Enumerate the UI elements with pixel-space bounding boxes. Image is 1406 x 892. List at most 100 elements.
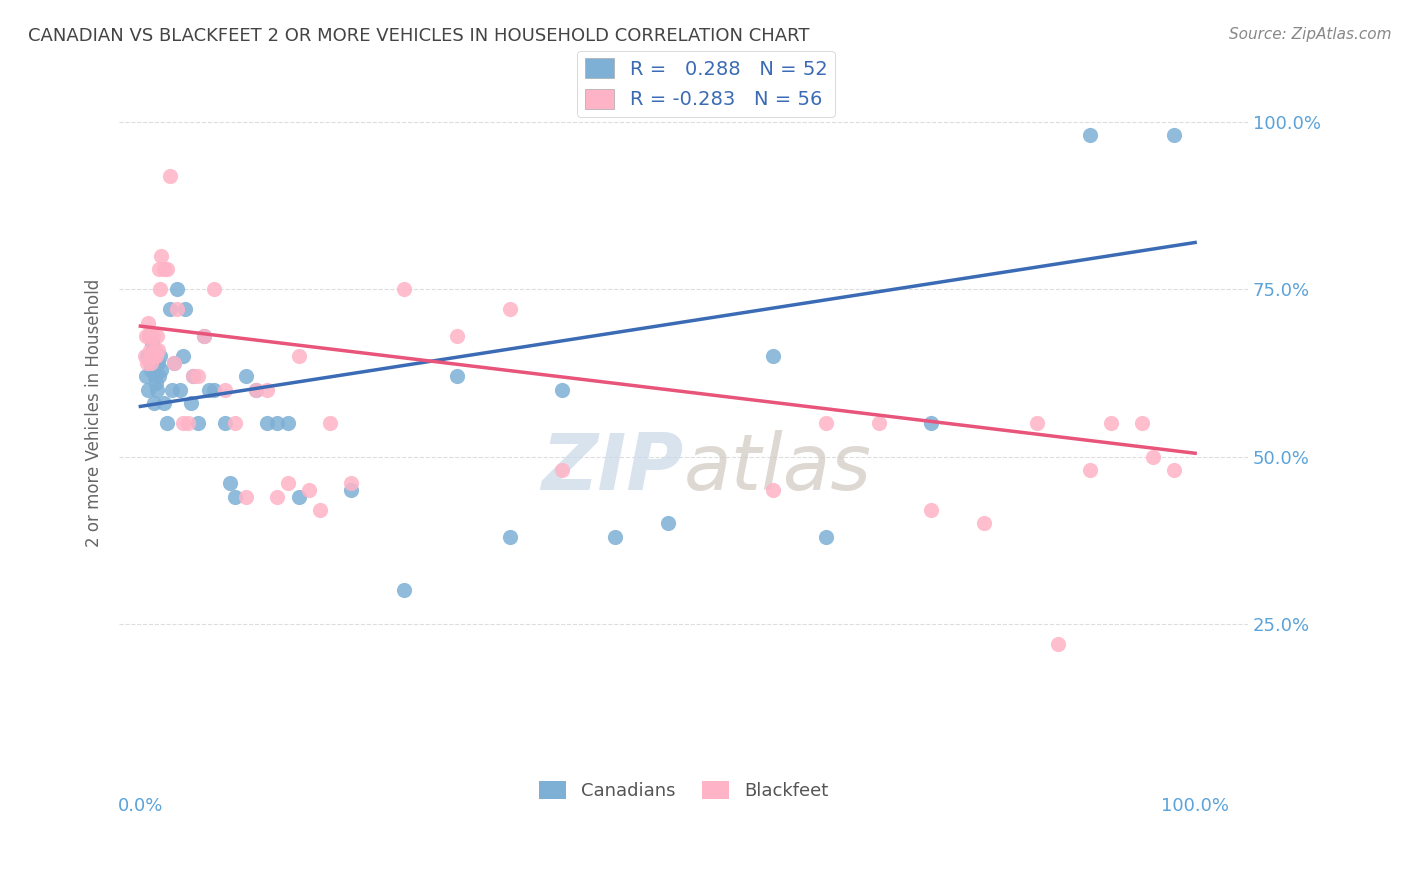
Text: ZIP: ZIP	[541, 430, 683, 507]
Point	[180, 396, 202, 410]
Point	[141, 349, 163, 363]
Point	[141, 335, 163, 350]
Point	[219, 476, 242, 491]
Point	[762, 483, 785, 497]
Point	[134, 349, 156, 363]
Point	[156, 262, 179, 277]
Point	[143, 369, 166, 384]
Point	[166, 282, 188, 296]
Point	[150, 362, 173, 376]
Point	[224, 416, 246, 430]
Point	[145, 376, 167, 390]
Point	[143, 349, 166, 363]
Point	[266, 416, 288, 430]
Point	[139, 362, 162, 376]
Point	[814, 416, 837, 430]
Point	[214, 383, 236, 397]
Point	[920, 503, 942, 517]
Point	[762, 349, 785, 363]
Point	[266, 490, 288, 504]
Point	[135, 369, 157, 384]
Point	[308, 503, 330, 517]
Point	[214, 416, 236, 430]
Point	[135, 356, 157, 370]
Point	[202, 383, 225, 397]
Point	[148, 369, 170, 384]
Point	[814, 530, 837, 544]
Point	[149, 349, 172, 363]
Point	[159, 169, 181, 183]
Point	[142, 343, 165, 357]
Text: Source: ZipAtlas.com: Source: ZipAtlas.com	[1229, 27, 1392, 42]
Point	[148, 356, 170, 370]
Point	[139, 356, 162, 370]
Point	[256, 383, 278, 397]
Point	[193, 329, 215, 343]
Point	[135, 329, 157, 343]
Point	[1025, 416, 1047, 430]
Point	[198, 383, 221, 397]
Point	[169, 383, 191, 397]
Point	[172, 416, 194, 430]
Point	[224, 490, 246, 504]
Point	[245, 383, 267, 397]
Point	[187, 369, 209, 384]
Point	[193, 329, 215, 343]
Point	[551, 383, 574, 397]
Point	[136, 316, 159, 330]
Point	[187, 416, 209, 430]
Point	[1163, 128, 1185, 143]
Point	[152, 262, 174, 277]
Point	[920, 416, 942, 430]
Point	[1142, 450, 1164, 464]
Point	[498, 530, 520, 544]
Point	[138, 329, 160, 343]
Point	[173, 302, 195, 317]
Point	[136, 383, 159, 397]
Point	[256, 416, 278, 430]
Point	[392, 583, 415, 598]
Point	[159, 302, 181, 317]
Point	[287, 490, 309, 504]
Point	[163, 356, 186, 370]
Point	[446, 369, 468, 384]
Text: CANADIAN VS BLACKFEET 2 OR MORE VEHICLES IN HOUSEHOLD CORRELATION CHART: CANADIAN VS BLACKFEET 2 OR MORE VEHICLES…	[28, 27, 810, 45]
Point	[1163, 463, 1185, 477]
Point	[1046, 637, 1069, 651]
Point	[1130, 416, 1153, 430]
Point	[145, 349, 167, 363]
Point	[156, 416, 179, 430]
Point	[146, 383, 169, 397]
Text: atlas: atlas	[683, 430, 872, 507]
Point	[142, 329, 165, 343]
Point	[139, 356, 162, 370]
Point	[551, 463, 574, 477]
Point	[235, 369, 257, 384]
Point	[139, 343, 162, 357]
Point	[148, 262, 170, 277]
Point	[143, 396, 166, 410]
Point	[287, 349, 309, 363]
Point	[657, 516, 679, 531]
Point	[146, 329, 169, 343]
Point	[1078, 128, 1101, 143]
Point	[202, 282, 225, 296]
Point	[181, 369, 204, 384]
Point	[1078, 463, 1101, 477]
Point	[148, 343, 170, 357]
Point	[868, 416, 890, 430]
Point	[163, 356, 186, 370]
Point	[392, 282, 415, 296]
Point	[446, 329, 468, 343]
Point	[143, 343, 166, 357]
Y-axis label: 2 or more Vehicles in Household: 2 or more Vehicles in Household	[86, 279, 103, 547]
Point	[166, 302, 188, 317]
Point	[603, 530, 626, 544]
Point	[177, 416, 200, 430]
Point	[149, 282, 172, 296]
Text: 100.0%: 100.0%	[1161, 797, 1229, 814]
Point	[340, 476, 363, 491]
Point	[138, 329, 160, 343]
Point	[340, 483, 363, 497]
Point	[973, 516, 995, 531]
